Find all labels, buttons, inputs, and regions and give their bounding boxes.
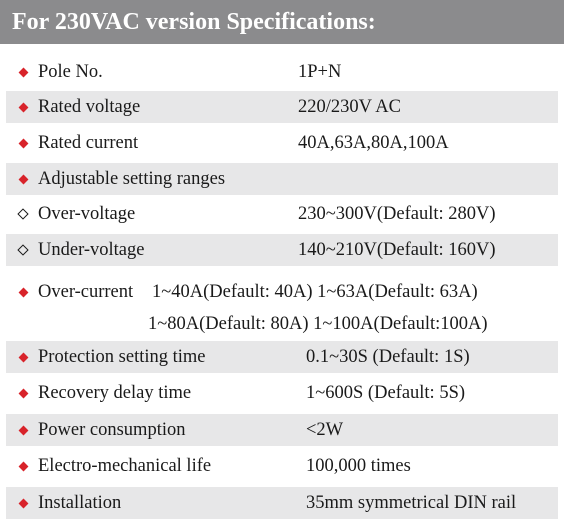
spec-row-rated-current: Rated current 40A,63A,80A,100A <box>6 127 558 159</box>
red-diamond-bullet-icon <box>16 377 30 409</box>
spec-value-line-2: 1~80A(Default: 80A) 1~100A(Default:100A) <box>148 314 488 334</box>
spec-label: Rated voltage <box>38 97 141 117</box>
red-diamond-bullet-icon <box>16 341 30 373</box>
spec-row-recovery-delay: Recovery delay time 1~600S (Default: 5S) <box>6 377 558 409</box>
spec-label: Electro-mechanical life <box>38 456 212 476</box>
spec-value: 35mm symmetrical DIN rail <box>306 493 517 513</box>
spec-value: 230~300V(Default: 280V) <box>298 204 496 224</box>
spec-value: 140~210V(Default: 160V) <box>298 240 496 260</box>
spec-row-power-consumption: Power consumption <2W <box>6 414 558 446</box>
spec-row-adjustable-ranges: Adjustable setting ranges <box>6 163 558 195</box>
spec-label: Recovery delay time <box>38 383 192 403</box>
spec-row-under-voltage: Under-voltage 140~210V(Default: 160V) <box>6 234 558 266</box>
spec-label: Over-voltage <box>38 204 136 224</box>
spec-row-rated-voltage: Rated voltage 220/230V AC <box>6 91 558 123</box>
spec-row-mechanical-life: Electro-mechanical life 100,000 times <box>6 450 558 482</box>
spec-row-pole-no: Pole No. 1P+N <box>6 56 558 88</box>
spec-value: 40A,63A,80A,100A <box>298 133 449 153</box>
spec-label: Rated current <box>38 133 139 153</box>
spec-value: 220/230V AC <box>298 97 401 117</box>
outline-diamond-bullet-icon <box>16 198 30 230</box>
spec-value: 1P+N <box>298 62 342 82</box>
red-diamond-bullet-icon <box>16 56 30 88</box>
outline-diamond-bullet-icon <box>16 234 30 266</box>
spec-row-over-current: Over-current 1~40A(Default: 40A) 1~63A(D… <box>6 276 558 308</box>
spec-label: Protection setting time <box>38 347 206 367</box>
red-diamond-bullet-icon <box>16 163 30 195</box>
spec-label: Under-voltage <box>38 240 145 260</box>
red-diamond-bullet-icon <box>16 487 30 519</box>
spec-row-over-voltage: Over-voltage 230~300V(Default: 280V) <box>6 198 558 230</box>
spec-value: 100,000 times <box>306 456 411 476</box>
red-diamond-bullet-icon <box>16 91 30 123</box>
spec-value: 1~600S (Default: 5S) <box>306 383 466 403</box>
spec-label: Pole No. <box>38 62 103 82</box>
spec-row-installation: Installation 35mm symmetrical DIN rail <box>6 487 558 519</box>
spec-label: Power consumption <box>38 420 186 440</box>
red-diamond-bullet-icon <box>16 276 30 308</box>
red-diamond-bullet-icon <box>16 414 30 446</box>
red-diamond-bullet-icon <box>16 450 30 482</box>
spec-label: Installation <box>38 493 122 513</box>
spec-value: <2W <box>306 420 344 440</box>
spec-value: 0.1~30S (Default: 1S) <box>306 347 470 367</box>
red-diamond-bullet-icon <box>16 127 30 159</box>
spec-value-line-1: 1~40A(Default: 40A) 1~63A(Default: 63A) <box>152 282 478 302</box>
spec-row-protection-time: Protection setting time 0.1~30S (Default… <box>6 341 558 373</box>
spec-title: For 230VAC version Specifications: <box>0 0 564 44</box>
spec-label: Over-current <box>38 282 134 302</box>
spec-label: Adjustable setting ranges <box>38 169 226 189</box>
